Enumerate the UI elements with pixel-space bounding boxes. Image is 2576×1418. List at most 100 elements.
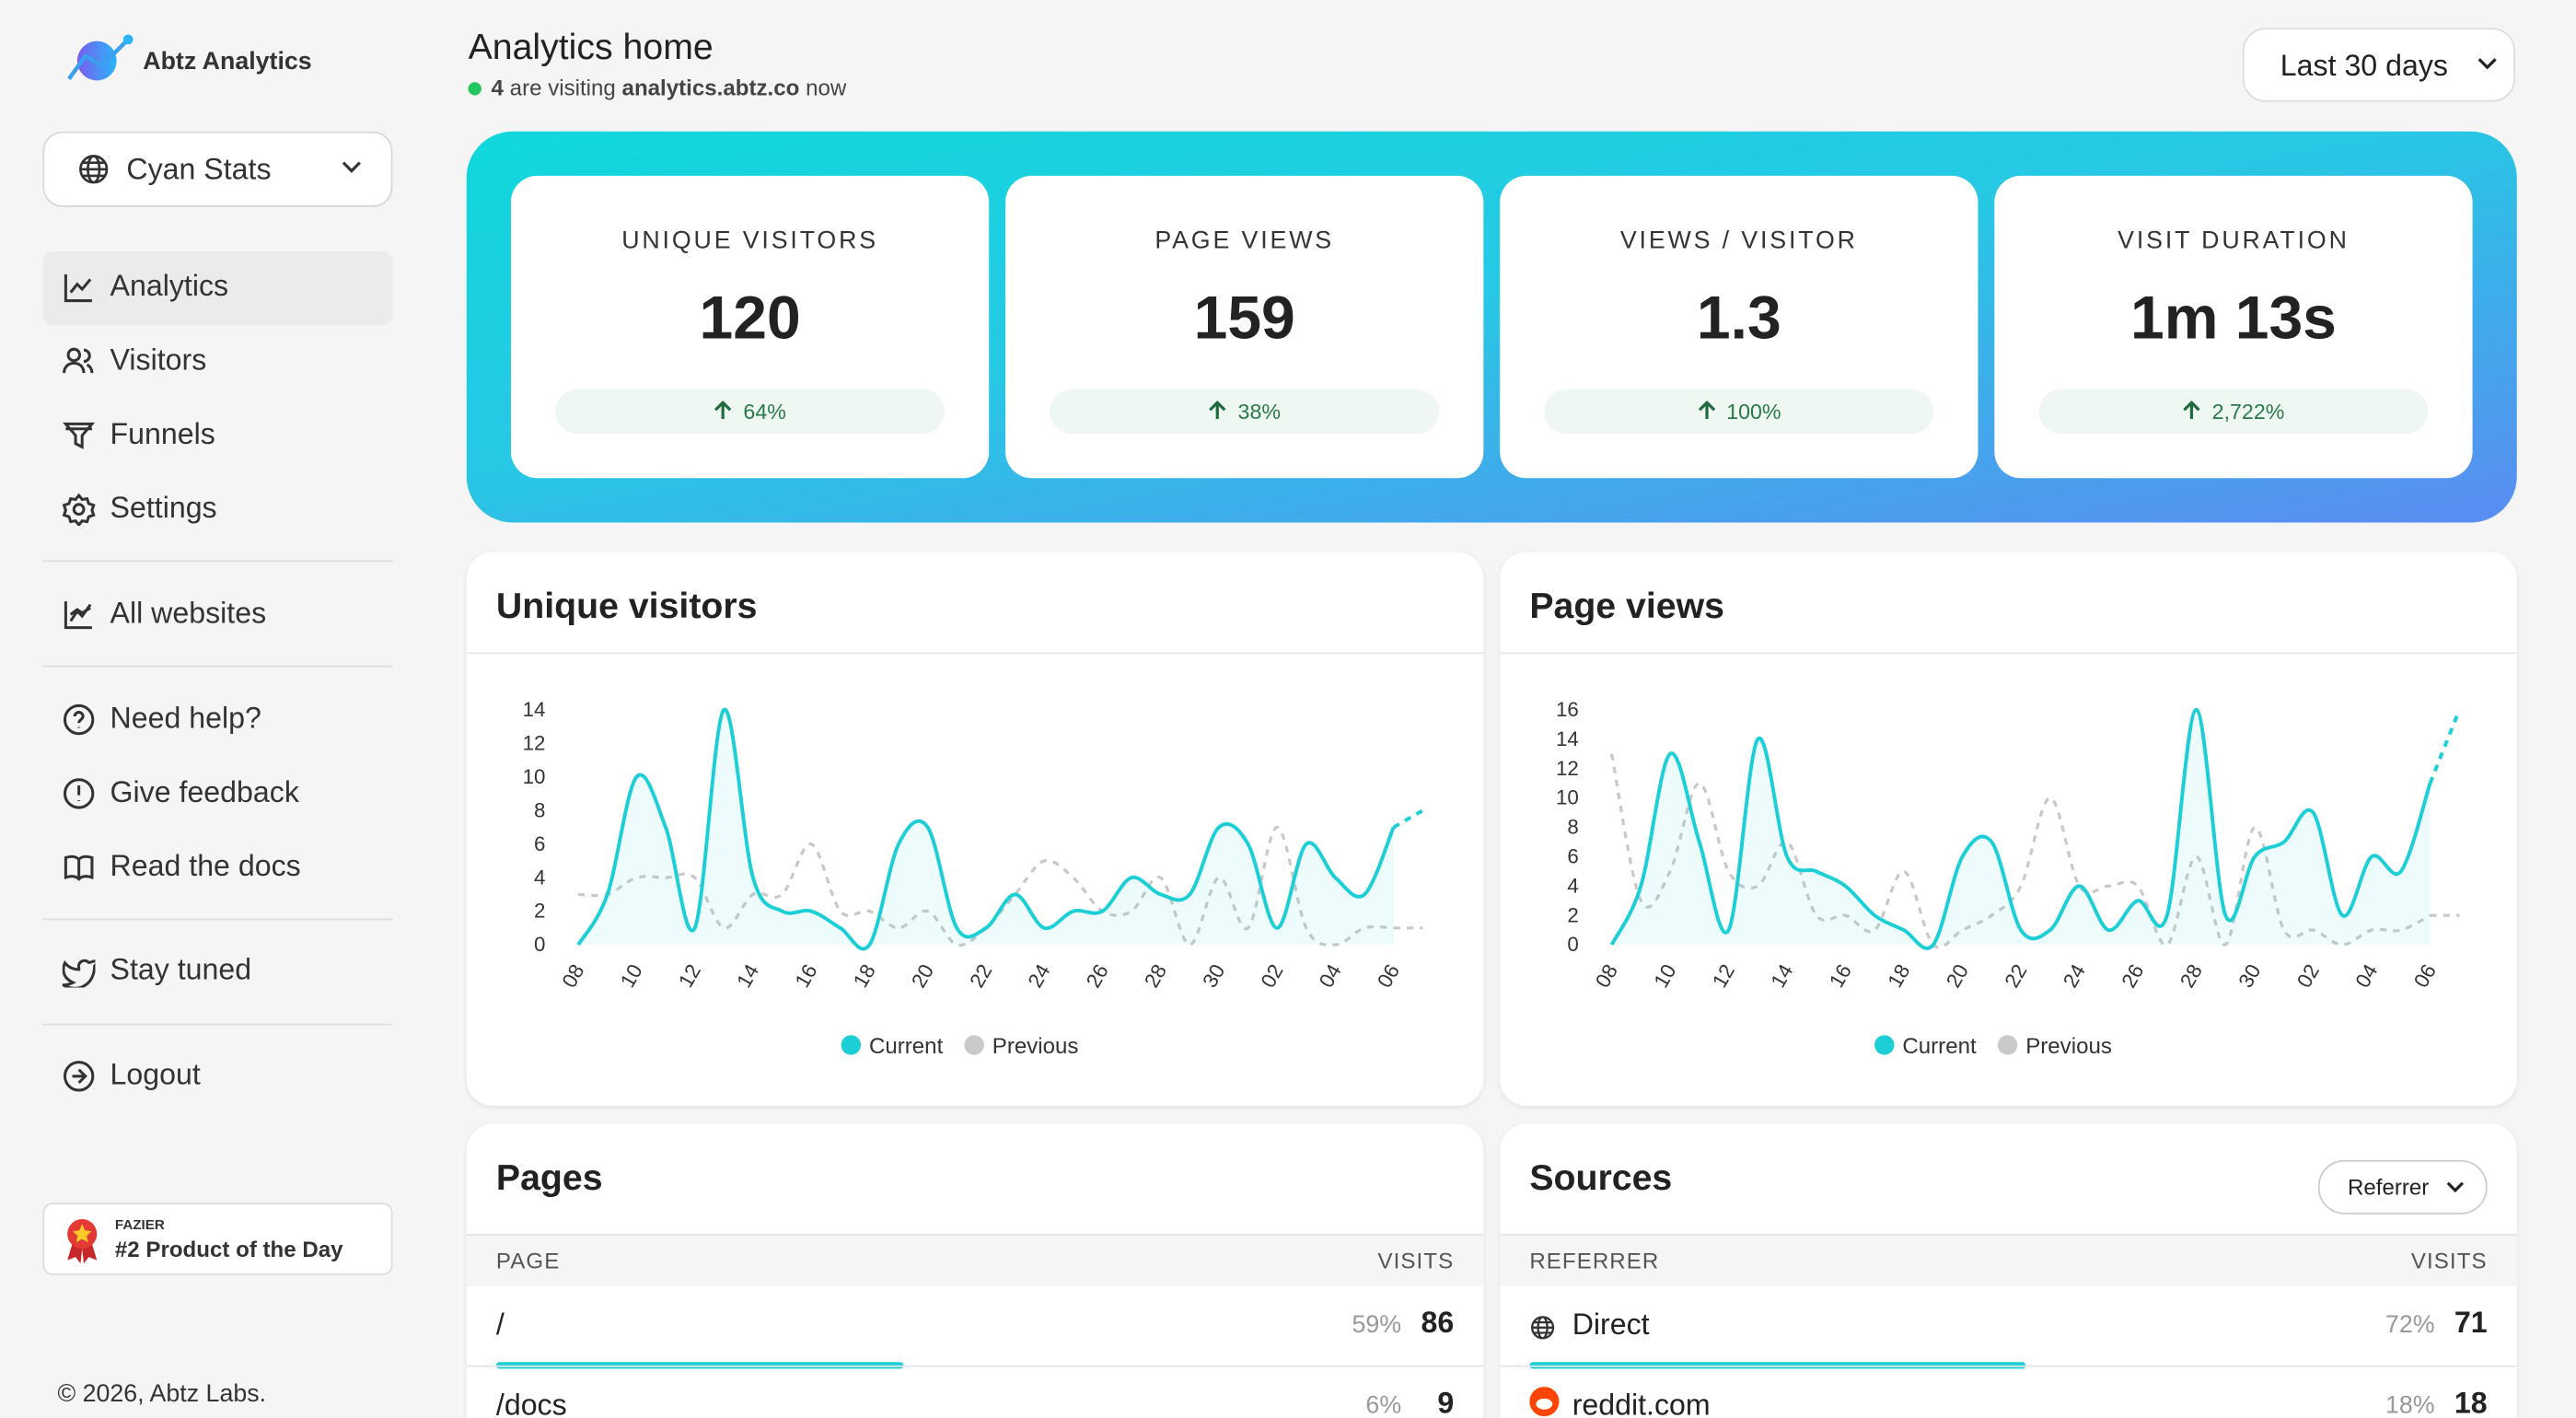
- series-line: [1609, 707, 2432, 950]
- nav-item[interactable]: Read the docs: [63, 850, 301, 884]
- y-tick-label: 14: [1556, 727, 1579, 750]
- referrer-dropdown[interactable]: Referrer: [2317, 1159, 2488, 1215]
- nav-item[interactable]: Analytics: [63, 270, 228, 304]
- kpi-card: VIEWS / VISITOR 1.3 100%: [1500, 175, 1978, 479]
- x-tick-label: 06: [2409, 960, 2441, 992]
- x-tick-label: 26: [1082, 960, 1113, 992]
- nav-item[interactable]: All websites: [63, 597, 266, 631]
- kpi-value: 1.3: [1696, 284, 1781, 352]
- kpi-change: 38%: [1050, 389, 1440, 435]
- nav-item[interactable]: Settings: [62, 491, 217, 526]
- badge[interactable]: FAZIER #2 Product of the Day: [42, 1203, 393, 1275]
- kpi-card: PAGE VIEWS 159 38%: [1005, 175, 1484, 479]
- chevron: [342, 161, 361, 173]
- kpi-value: 159: [1193, 284, 1295, 352]
- column-header: REFERRER: [1529, 1249, 1660, 1273]
- x-tick-label: 30: [1198, 960, 1229, 992]
- legend-swatch: [964, 1035, 984, 1055]
- y-tick-label: 10: [523, 765, 546, 788]
- kpi-label: UNIQUE VISITORS: [621, 227, 879, 255]
- footer: © 2026, Abtz Labs.: [57, 1379, 267, 1409]
- x-tick-label: 28: [1140, 960, 1171, 992]
- live-suffix: now: [806, 76, 847, 100]
- x-tick-label: 20: [907, 960, 938, 992]
- arrow-up: [1698, 400, 1715, 420]
- nav-label: Stay tuned: [110, 952, 252, 986]
- x-tick-label: 02: [2292, 960, 2324, 992]
- row-share: 59%: [1352, 1310, 1402, 1340]
- chevron: [2477, 58, 2497, 70]
- legend-label: Current: [1902, 1034, 1977, 1059]
- live-text: are visiting: [509, 76, 616, 100]
- nav-item[interactable]: Give feedback: [63, 775, 299, 809]
- y-tick-label: 6: [534, 832, 545, 855]
- x-tick-label: 24: [2059, 960, 2090, 992]
- area-fill: [1611, 709, 2431, 949]
- kpi-change: 2,722%: [2038, 389, 2429, 435]
- table-header: REFERRER VISITS: [1500, 1234, 2517, 1287]
- active-nav-bg: [42, 251, 393, 326]
- x-tick-label: 02: [1257, 960, 1288, 992]
- divider: [1500, 652, 2517, 655]
- site-name: Cyan Stats: [126, 152, 272, 186]
- nav-item[interactable]: Need help?: [63, 702, 261, 736]
- kpi-change-value: 2,722%: [2211, 399, 2285, 424]
- nav-label: Give feedback: [110, 775, 299, 808]
- y-tick-label: 2: [1567, 903, 1578, 926]
- nav-item[interactable]: Stay tuned: [62, 952, 252, 987]
- live-domain: analytics.abtz.co: [621, 76, 800, 100]
- x-tick-label: 18: [1883, 960, 1914, 992]
- page-title: Analytics home: [468, 26, 714, 68]
- y-tick-label: 4: [1567, 874, 1578, 897]
- chart-card: Page views 0 2 4 6 8 10 12 14 16 08 10 12 14 16 18 20 22…: [1500, 552, 2517, 1106]
- live-count: 4: [491, 76, 504, 100]
- site-selector[interactable]: Cyan Stats: [42, 131, 393, 207]
- x-tick-label: 12: [1708, 960, 1739, 992]
- x-tick-label: 22: [965, 960, 996, 992]
- arrow-up: [1209, 400, 1227, 420]
- y-tick-label: 0: [534, 933, 545, 956]
- row-label: /: [495, 1308, 505, 1342]
- column-header: VISITS: [2410, 1249, 2488, 1273]
- y-tick-label: 0: [1567, 933, 1578, 956]
- y-tick-label: 8: [1567, 816, 1578, 839]
- row-label: /docs: [495, 1388, 567, 1418]
- x-tick-label: 24: [1024, 960, 1055, 992]
- column-header: VISITS: [1377, 1249, 1455, 1273]
- kpi-change-value: 100%: [1726, 399, 1781, 424]
- column-header: PAGE: [495, 1249, 561, 1273]
- nav-label: Logout: [110, 1058, 201, 1091]
- row-visits: 18: [2454, 1387, 2488, 1418]
- table-row: reddit.com 18% 18: [1500, 1365, 2517, 1418]
- dropdown-label: Referrer: [2347, 1174, 2430, 1200]
- divider: [42, 560, 393, 563]
- y-tick-label: 10: [1556, 786, 1579, 809]
- reddit-icon: [1529, 1387, 1560, 1417]
- range-selector[interactable]: Last 30 days: [2242, 28, 2515, 102]
- globe-icon: [79, 155, 109, 184]
- globe-icon: [1531, 1316, 1555, 1340]
- x-tick-label: 12: [674, 960, 705, 992]
- row-share: 72%: [2385, 1310, 2435, 1340]
- chart-title: Page views: [1529, 585, 1725, 626]
- nav-item[interactable]: Visitors: [63, 343, 206, 378]
- legend-swatch: [841, 1035, 862, 1055]
- chart-title: Unique visitors: [495, 585, 758, 626]
- nav-label: All websites: [110, 596, 267, 630]
- y-tick-label: 16: [1556, 698, 1579, 721]
- logo: [67, 34, 133, 81]
- nav-item[interactable]: Funnels: [63, 417, 215, 451]
- y-tick-label: 12: [1556, 757, 1579, 780]
- badge-label: FAZIER: [114, 1215, 165, 1233]
- nav-label: Visitors: [110, 343, 207, 377]
- area-fill: [578, 709, 1394, 949]
- x-tick-label: 28: [2176, 960, 2207, 992]
- x-tick-label: 10: [616, 960, 647, 992]
- nav-label: Settings: [110, 491, 217, 525]
- nav-item[interactable]: Logout: [63, 1058, 201, 1092]
- table-header: PAGE VISITS: [466, 1234, 1484, 1287]
- x-tick-label: 26: [2117, 960, 2148, 992]
- table-card: Pages PAGE VISITS / 59% 86/docs 6% 9: [466, 1123, 1484, 1418]
